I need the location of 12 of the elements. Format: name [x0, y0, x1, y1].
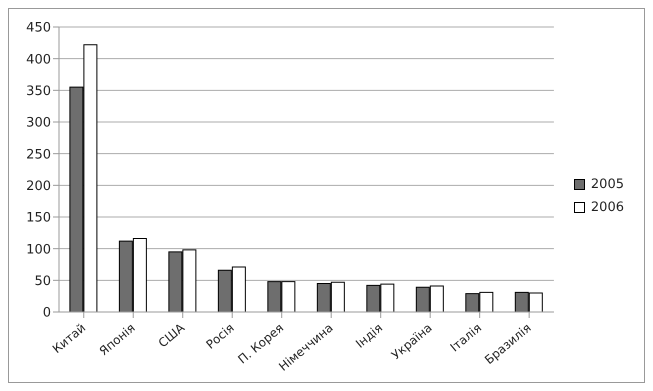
- y-tick-label: 100: [26, 242, 51, 258]
- y-tick-label: 150: [26, 210, 51, 226]
- y-tick-label: 250: [26, 147, 51, 162]
- y-tick-label: 0: [42, 306, 51, 321]
- y-tick-label: 200: [26, 178, 51, 194]
- y-tick-label: 300: [26, 116, 51, 131]
- y-tick-label: 50: [34, 274, 51, 289]
- legend-label: 2005: [590, 176, 624, 192]
- legend-label: 2006: [590, 200, 624, 214]
- y-tick-label: 400: [26, 52, 51, 68]
- y-tick-label: 350: [26, 84, 51, 99]
- y-tick-label: 450: [26, 20, 51, 36]
